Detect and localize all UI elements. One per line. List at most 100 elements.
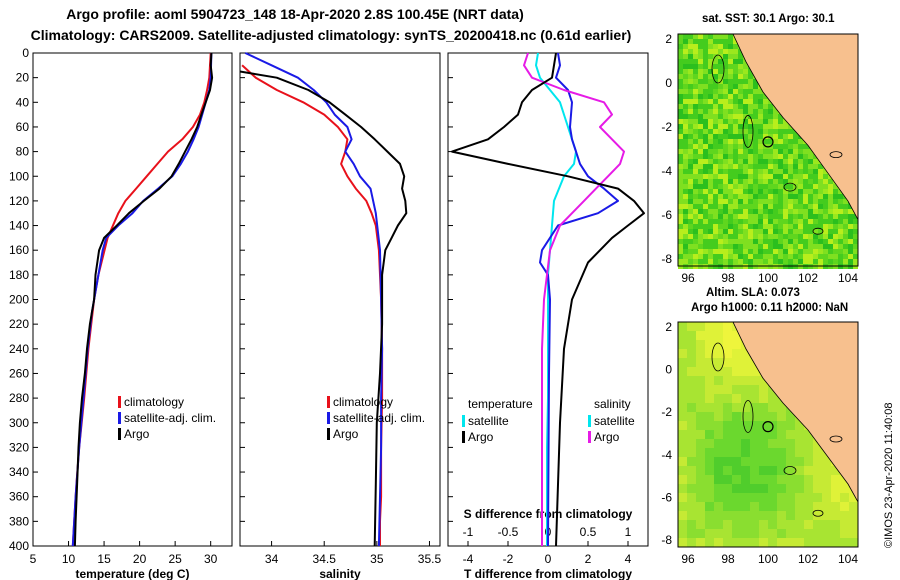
map-cell [743, 194, 748, 199]
y-tick-label: 100 [9, 169, 29, 183]
map-cell [793, 259, 798, 264]
map-cell [703, 209, 708, 214]
map-cell [733, 64, 738, 69]
map-cell [678, 385, 687, 394]
map-cell [838, 244, 843, 249]
map-cell [795, 475, 804, 484]
map-cell [708, 229, 713, 234]
map-cell [828, 214, 833, 219]
map-cell [743, 224, 748, 229]
map-cell [678, 114, 683, 119]
map-cell [728, 34, 733, 39]
map-cell [723, 466, 732, 475]
map-cell [758, 139, 763, 144]
map-cell [683, 109, 688, 114]
map-cell [786, 448, 795, 457]
map-cell [714, 349, 723, 358]
map-cell [728, 234, 733, 239]
map-cell [738, 99, 743, 104]
map-cell [741, 466, 750, 475]
map-cell [688, 54, 693, 59]
map-cell [753, 209, 758, 214]
map-cell [723, 69, 728, 74]
map-cell [728, 59, 733, 64]
map-cell [696, 511, 705, 520]
map-cell [698, 179, 703, 184]
map-cell [753, 134, 758, 139]
series-line-satellite-adj--clim- [244, 52, 384, 547]
map-cell [777, 493, 786, 502]
map-cell [748, 114, 753, 119]
x-axis-label-difference: T difference from climatology [464, 567, 632, 580]
map-cell [849, 511, 858, 520]
map-cell [738, 109, 743, 114]
map-cell [803, 184, 808, 189]
map-cell [803, 229, 808, 234]
map-cell [763, 209, 768, 214]
map-cell [733, 124, 738, 129]
map-cell [693, 64, 698, 69]
map-cell [703, 134, 708, 139]
map-cell [768, 224, 773, 229]
map-cell [713, 44, 718, 49]
map-cell [753, 84, 758, 89]
map-cell [693, 134, 698, 139]
map-cell [750, 457, 759, 466]
map-cell [773, 149, 778, 154]
map-cell [808, 254, 813, 259]
map-cell [833, 184, 838, 189]
map-cell [804, 466, 813, 475]
map-cell [698, 219, 703, 224]
map-cell [777, 439, 786, 448]
map-cell [743, 149, 748, 154]
map-cell [773, 229, 778, 234]
map-cell [804, 511, 813, 520]
map-cell [723, 502, 732, 511]
map-cell [698, 74, 703, 79]
map-cell [693, 164, 698, 169]
map-cell [728, 254, 733, 259]
map-cell [798, 204, 803, 209]
map-cell [723, 174, 728, 179]
plot-frame-temperature [32, 52, 233, 547]
map-cell [768, 204, 773, 209]
map-cell [822, 529, 831, 538]
map-cell [705, 475, 714, 484]
map-cell [708, 104, 713, 109]
map-cell [687, 412, 696, 421]
map-cell [703, 39, 708, 44]
map-frame [677, 33, 859, 267]
map-cell [793, 179, 798, 184]
map-cell [738, 184, 743, 189]
map-cell [795, 466, 804, 475]
map-cell [773, 234, 778, 239]
map-cell [804, 457, 813, 466]
map-cell [743, 124, 748, 129]
map-cell [743, 104, 748, 109]
map-cell [768, 234, 773, 239]
map-cell [728, 99, 733, 104]
map-cell [688, 39, 693, 44]
map-cell [833, 204, 838, 209]
map-cell [703, 179, 708, 184]
map-cell [773, 139, 778, 144]
map-cell [758, 194, 763, 199]
map-cell [798, 259, 803, 264]
map-cell [768, 259, 773, 264]
map-cell [853, 239, 858, 244]
map-cell [773, 119, 778, 124]
map-cell [678, 184, 683, 189]
map-cell [798, 254, 803, 259]
map-cell [748, 194, 753, 199]
y-tick-label: 260 [9, 366, 29, 380]
map-cell [833, 209, 838, 214]
map-cell [773, 209, 778, 214]
map-cell [773, 129, 778, 134]
map-cell [713, 174, 718, 179]
map-cell [718, 234, 723, 239]
map-cell [703, 219, 708, 224]
map-cell [773, 114, 778, 119]
map-cell [783, 134, 788, 139]
map-cell [698, 244, 703, 249]
map-cell [678, 394, 687, 403]
